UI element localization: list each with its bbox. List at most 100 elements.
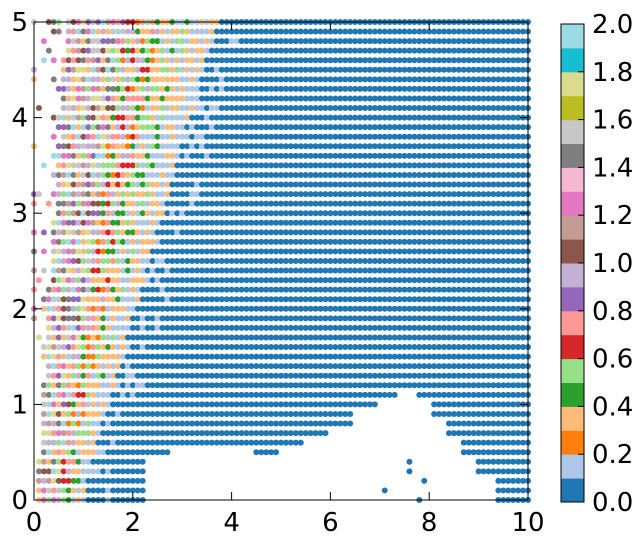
scatter-point: [75, 468, 82, 475]
scatter-point: [347, 420, 354, 427]
scatter-point: [45, 324, 52, 331]
scatter-point: [144, 133, 151, 140]
scatter-point: [144, 238, 151, 245]
scatter-point: [124, 401, 131, 408]
scatter-point: [139, 305, 146, 312]
scatter-point: [95, 105, 102, 112]
scatter-point: [169, 28, 176, 35]
scatter-point: [129, 363, 136, 370]
scatter-point: [85, 76, 92, 83]
scatter-point: [80, 420, 87, 427]
scatter-point: [134, 38, 141, 45]
y-tick-label: 4: [11, 104, 28, 134]
scatter-point: [164, 372, 171, 379]
scatter-point: [139, 487, 146, 494]
scatter-point: [174, 181, 181, 188]
scatter-point: [80, 238, 87, 245]
scatter-point: [159, 143, 166, 150]
scatter-point: [273, 449, 280, 456]
scatter-point: [70, 28, 77, 35]
scatter-point: [90, 391, 97, 398]
scatter-point: [55, 219, 62, 226]
scatter-point: [169, 210, 176, 217]
scatter-point: [174, 152, 181, 159]
scatter-point: [105, 28, 112, 35]
scatter-point: [134, 210, 141, 217]
scatter-point: [124, 210, 131, 217]
scatter-point: [159, 344, 166, 351]
scatter-point: [114, 439, 121, 446]
scatter-point: [149, 248, 156, 255]
scatter-point: [55, 430, 62, 437]
scatter-point: [90, 124, 97, 131]
scatter-point: [124, 28, 131, 35]
scatter-point: [70, 382, 77, 389]
scatter-point: [134, 277, 141, 284]
scatter-point: [149, 95, 156, 102]
scatter-point: [149, 191, 156, 198]
scatter-point: [100, 344, 107, 351]
scatter-point: [164, 66, 171, 73]
scatter-point: [80, 458, 87, 465]
scatter-point: [179, 439, 186, 446]
scatter-point: [149, 38, 156, 45]
scatter-point: [154, 114, 161, 121]
scatter-point: [80, 487, 87, 494]
scatter-point: [50, 468, 57, 475]
scatter-point: [129, 143, 136, 150]
scatter-point: [50, 344, 57, 351]
scatter-point: [119, 181, 126, 188]
scatter-point: [114, 286, 121, 293]
scatter-point: [164, 191, 171, 198]
scatter-point: [134, 28, 141, 35]
scatter-point: [90, 458, 97, 465]
scatter-point: [50, 477, 57, 484]
scatter-point: [105, 267, 112, 274]
scatter-point: [60, 143, 67, 150]
scatter-point: [154, 210, 161, 217]
scatter-point: [110, 219, 117, 226]
scatter-point: [50, 449, 57, 456]
scatter-point: [90, 191, 97, 198]
scatter-point: [55, 334, 62, 341]
scatter-point: [110, 391, 117, 398]
scatter-point: [114, 171, 121, 178]
scatter-point: [95, 334, 102, 341]
scatter-point: [174, 420, 181, 427]
scatter-point: [124, 95, 131, 102]
scatter-point: [60, 95, 67, 102]
scatter-point: [139, 229, 146, 236]
scatter-point: [80, 324, 87, 331]
scatter-point: [95, 296, 102, 303]
scatter-point: [70, 363, 77, 370]
scatter-point: [124, 105, 131, 112]
scatter-point: [55, 487, 62, 494]
scatter-point: [75, 477, 82, 484]
scatter-point: [124, 248, 131, 255]
scatter-point: [169, 286, 176, 293]
scatter-point: [100, 305, 107, 312]
scatter-point: [159, 258, 166, 264]
scatter-point: [114, 277, 121, 284]
scatter-point: [75, 105, 82, 112]
scatter-point: [169, 267, 176, 274]
scatter-point: [124, 363, 131, 370]
scatter-point: [50, 305, 57, 312]
scatter-point: [80, 353, 87, 360]
scatter-point: [100, 391, 107, 398]
scatter-point: [110, 487, 117, 494]
scatter-point: [70, 95, 77, 102]
scatter-point: [65, 334, 72, 341]
scatter-point: [164, 171, 171, 178]
scatter-point: [65, 248, 72, 255]
colorbar-tick-label: 1.8: [592, 58, 633, 88]
scatter-point: [134, 296, 141, 303]
scatter-point: [100, 410, 107, 417]
scatter-point: [65, 28, 72, 35]
scatter-point: [144, 430, 151, 437]
scatter-point: [40, 410, 47, 417]
scatter-point: [174, 363, 181, 370]
scatter-point: [139, 277, 146, 284]
scatter-point: [154, 305, 161, 312]
scatter-point: [174, 229, 181, 236]
